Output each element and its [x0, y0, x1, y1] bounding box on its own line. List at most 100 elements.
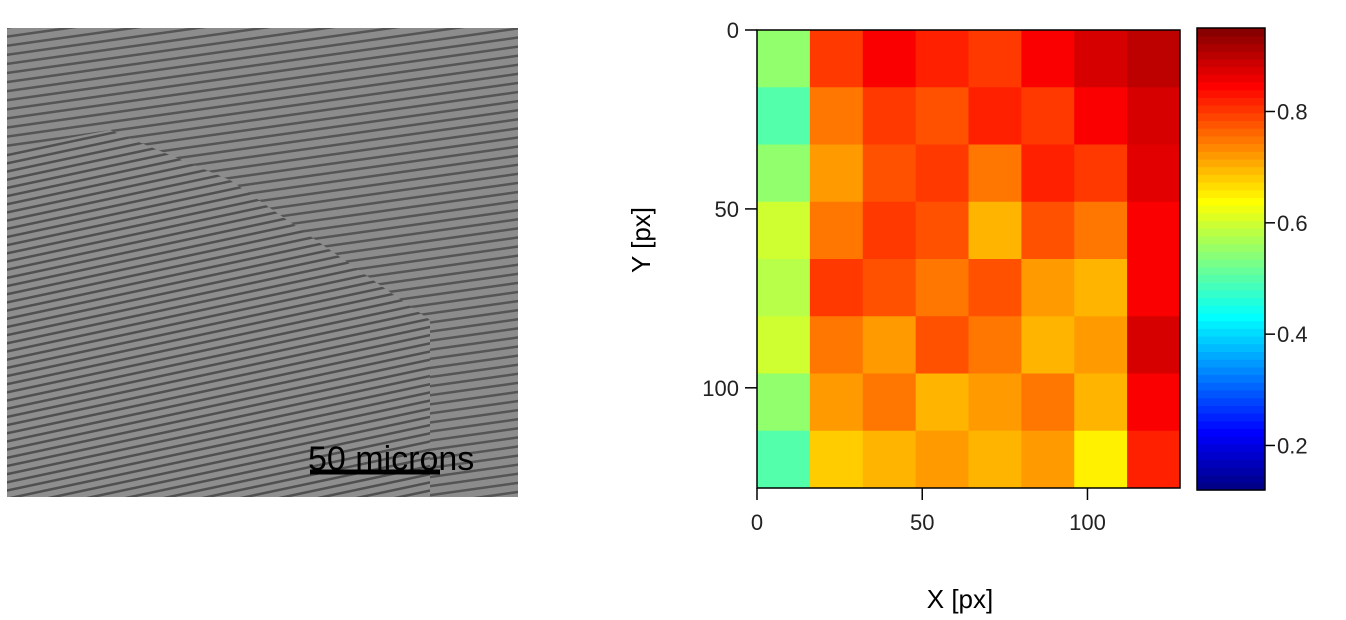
heatmap-cell [1127, 373, 1181, 432]
heatmap-cell [968, 430, 1022, 489]
colorbar-band [1197, 51, 1265, 60]
heatmap-cell [862, 316, 917, 374]
colorbar-band [1197, 89, 1265, 98]
colorbar-band [1197, 274, 1265, 283]
colorbar-band [1197, 482, 1265, 491]
heatmap-cell [862, 144, 917, 203]
colorbar-band [1197, 74, 1265, 83]
heatmap-cell [809, 144, 864, 203]
heatmap-cell [809, 430, 864, 489]
colorbar-band [1197, 366, 1265, 376]
colorbar-band [1197, 135, 1265, 145]
colorbar-band [1197, 474, 1265, 483]
y-axis-label: Y [px] [626, 207, 656, 273]
colorbar-band [1197, 166, 1265, 175]
heatmap-cell [968, 373, 1022, 432]
heatmap-cell [757, 430, 811, 489]
colorbar-band [1197, 459, 1265, 468]
colorbar-tick-label: 0.6 [1277, 211, 1308, 236]
colorbar-band [1197, 143, 1265, 152]
colorbar-band [1197, 336, 1265, 345]
heatmap-cell [1021, 316, 1075, 374]
colorbar-band [1197, 351, 1265, 360]
colorbar-band [1197, 174, 1265, 183]
heatmap-cell [1074, 201, 1128, 260]
heatmap-cell [915, 316, 969, 374]
colorbar-band [1197, 81, 1265, 91]
colorbar-band [1197, 197, 1265, 206]
heatmap-cell [1127, 316, 1181, 374]
colorbar-band [1197, 312, 1265, 322]
heatmap-cell [1021, 201, 1075, 260]
x-axis-label: X [px] [927, 584, 993, 614]
x-tick-label: 100 [1069, 510, 1106, 535]
colorbar-band [1197, 343, 1265, 352]
heatmap-cell [862, 259, 917, 317]
heatmap-cell [862, 30, 917, 88]
heatmap-cell [809, 373, 864, 432]
heatmap-cell [862, 87, 917, 145]
colorbar-band [1197, 228, 1265, 237]
heatmap-cell [915, 30, 969, 88]
heatmap-cell [1127, 201, 1181, 260]
x-tick-label: 50 [910, 510, 934, 535]
plot-frame [756, 29, 1181, 489]
heatmap-cell [757, 201, 811, 260]
heatmap-cell [1021, 259, 1075, 317]
colorbar-band [1197, 58, 1265, 68]
colorbar-band [1197, 35, 1265, 44]
colorbar-band [1197, 389, 1265, 399]
colorbar-band [1197, 305, 1265, 314]
colorbar-tick-label: 0.4 [1277, 322, 1308, 347]
colorbar-tick-label: 0.8 [1277, 99, 1308, 124]
heatmap-cell [862, 430, 917, 489]
heatmap-cell [1074, 87, 1128, 145]
colorbar-band [1197, 436, 1265, 445]
colorbar-band [1197, 212, 1265, 222]
heatmap-cell [1021, 430, 1075, 489]
micrograph: 50 microns [7, 28, 518, 497]
colorbar-band [1197, 66, 1265, 75]
heatmap-cell [1127, 87, 1181, 145]
colorbar-band [1197, 428, 1265, 437]
colorbar-frame [1196, 27, 1266, 491]
colorbar-band [1197, 205, 1265, 214]
heatmap-cell [1074, 144, 1128, 203]
heatmap-cell [809, 201, 864, 260]
heatmap-cell [757, 87, 811, 145]
heatmap-cell [809, 30, 864, 88]
y-tick-label: 100 [702, 376, 739, 401]
heatmap-cell [915, 201, 969, 260]
heatmap-cell [1127, 144, 1181, 203]
heatmap-cell [862, 373, 917, 432]
heatmap-cell [915, 87, 969, 145]
colorbar-band [1197, 220, 1265, 229]
colorbar-band [1197, 320, 1265, 329]
heatmap-cell [1074, 430, 1128, 489]
heatmap-cell [968, 201, 1022, 260]
y-tick-label: 0 [727, 18, 739, 43]
heatmap-cell [1074, 30, 1128, 88]
colorbar-band [1197, 158, 1265, 168]
heatmap-cell [968, 259, 1022, 317]
colorbar-band [1197, 120, 1265, 129]
heatmap-cell [1127, 430, 1181, 489]
heatmap-cell [809, 87, 864, 145]
heatmap-cell [1127, 259, 1181, 317]
colorbar-band [1197, 413, 1265, 422]
heatmap-cell [757, 30, 811, 88]
colorbar-band [1197, 374, 1265, 383]
heatmap-cell [1074, 316, 1128, 374]
colorbar-band [1197, 105, 1265, 114]
colorbar-band [1197, 297, 1265, 306]
heatmap-cell [968, 30, 1022, 88]
heatmap-cell [757, 373, 811, 432]
heatmap-cell [757, 144, 811, 203]
heatmap-cell [1127, 30, 1181, 88]
colorbar-band [1197, 466, 1265, 476]
colorbar-band [1197, 289, 1265, 299]
colorbar-band [1197, 420, 1265, 429]
heatmap-cell [968, 87, 1022, 145]
y-tick-label: 50 [715, 197, 739, 222]
heatmap-cell [809, 259, 864, 317]
